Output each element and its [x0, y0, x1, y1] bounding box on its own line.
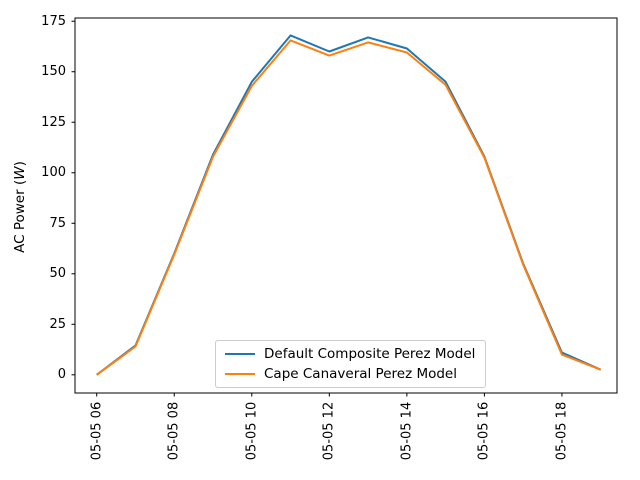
- legend-item: Cape Canaveral Perez Model: [225, 365, 475, 383]
- y-tick-label: 75: [49, 215, 66, 231]
- y-tick-label: 125: [41, 114, 66, 130]
- y-axis-label-close: ): [12, 161, 28, 167]
- y-axis-label: AC Power (W): [12, 161, 28, 253]
- legend-label: Default Composite Perez Model: [264, 346, 476, 362]
- x-tick-label: 05-05 18: [554, 401, 570, 461]
- legend-line-swatch: [225, 353, 255, 355]
- y-axis-label-unit: W: [12, 166, 28, 180]
- y-tick-label: 175: [41, 13, 66, 29]
- x-tick-label: 05-05 16: [476, 401, 492, 461]
- y-tick-label: 150: [41, 64, 66, 80]
- legend-label: Cape Canaveral Perez Model: [264, 366, 457, 382]
- y-tick-label: 0: [57, 367, 66, 383]
- x-tick-label: 05-05 08: [166, 401, 182, 461]
- y-tick-label: 50: [49, 266, 66, 282]
- x-tick-label: 05-05 10: [244, 401, 260, 461]
- x-tick-label: 05-05 06: [89, 401, 105, 461]
- y-tick-label: 25: [49, 316, 66, 332]
- x-tick-label: 05-05 14: [399, 401, 415, 461]
- y-tick-label: 100: [41, 165, 66, 181]
- x-tick-label: 05-05 12: [321, 401, 337, 461]
- legend-item: Default Composite Perez Model: [225, 345, 475, 363]
- legend: Default Composite Perez Model Cape Canav…: [215, 340, 487, 388]
- legend-line-swatch: [225, 373, 255, 375]
- y-axis-label-text: AC Power (: [12, 179, 28, 253]
